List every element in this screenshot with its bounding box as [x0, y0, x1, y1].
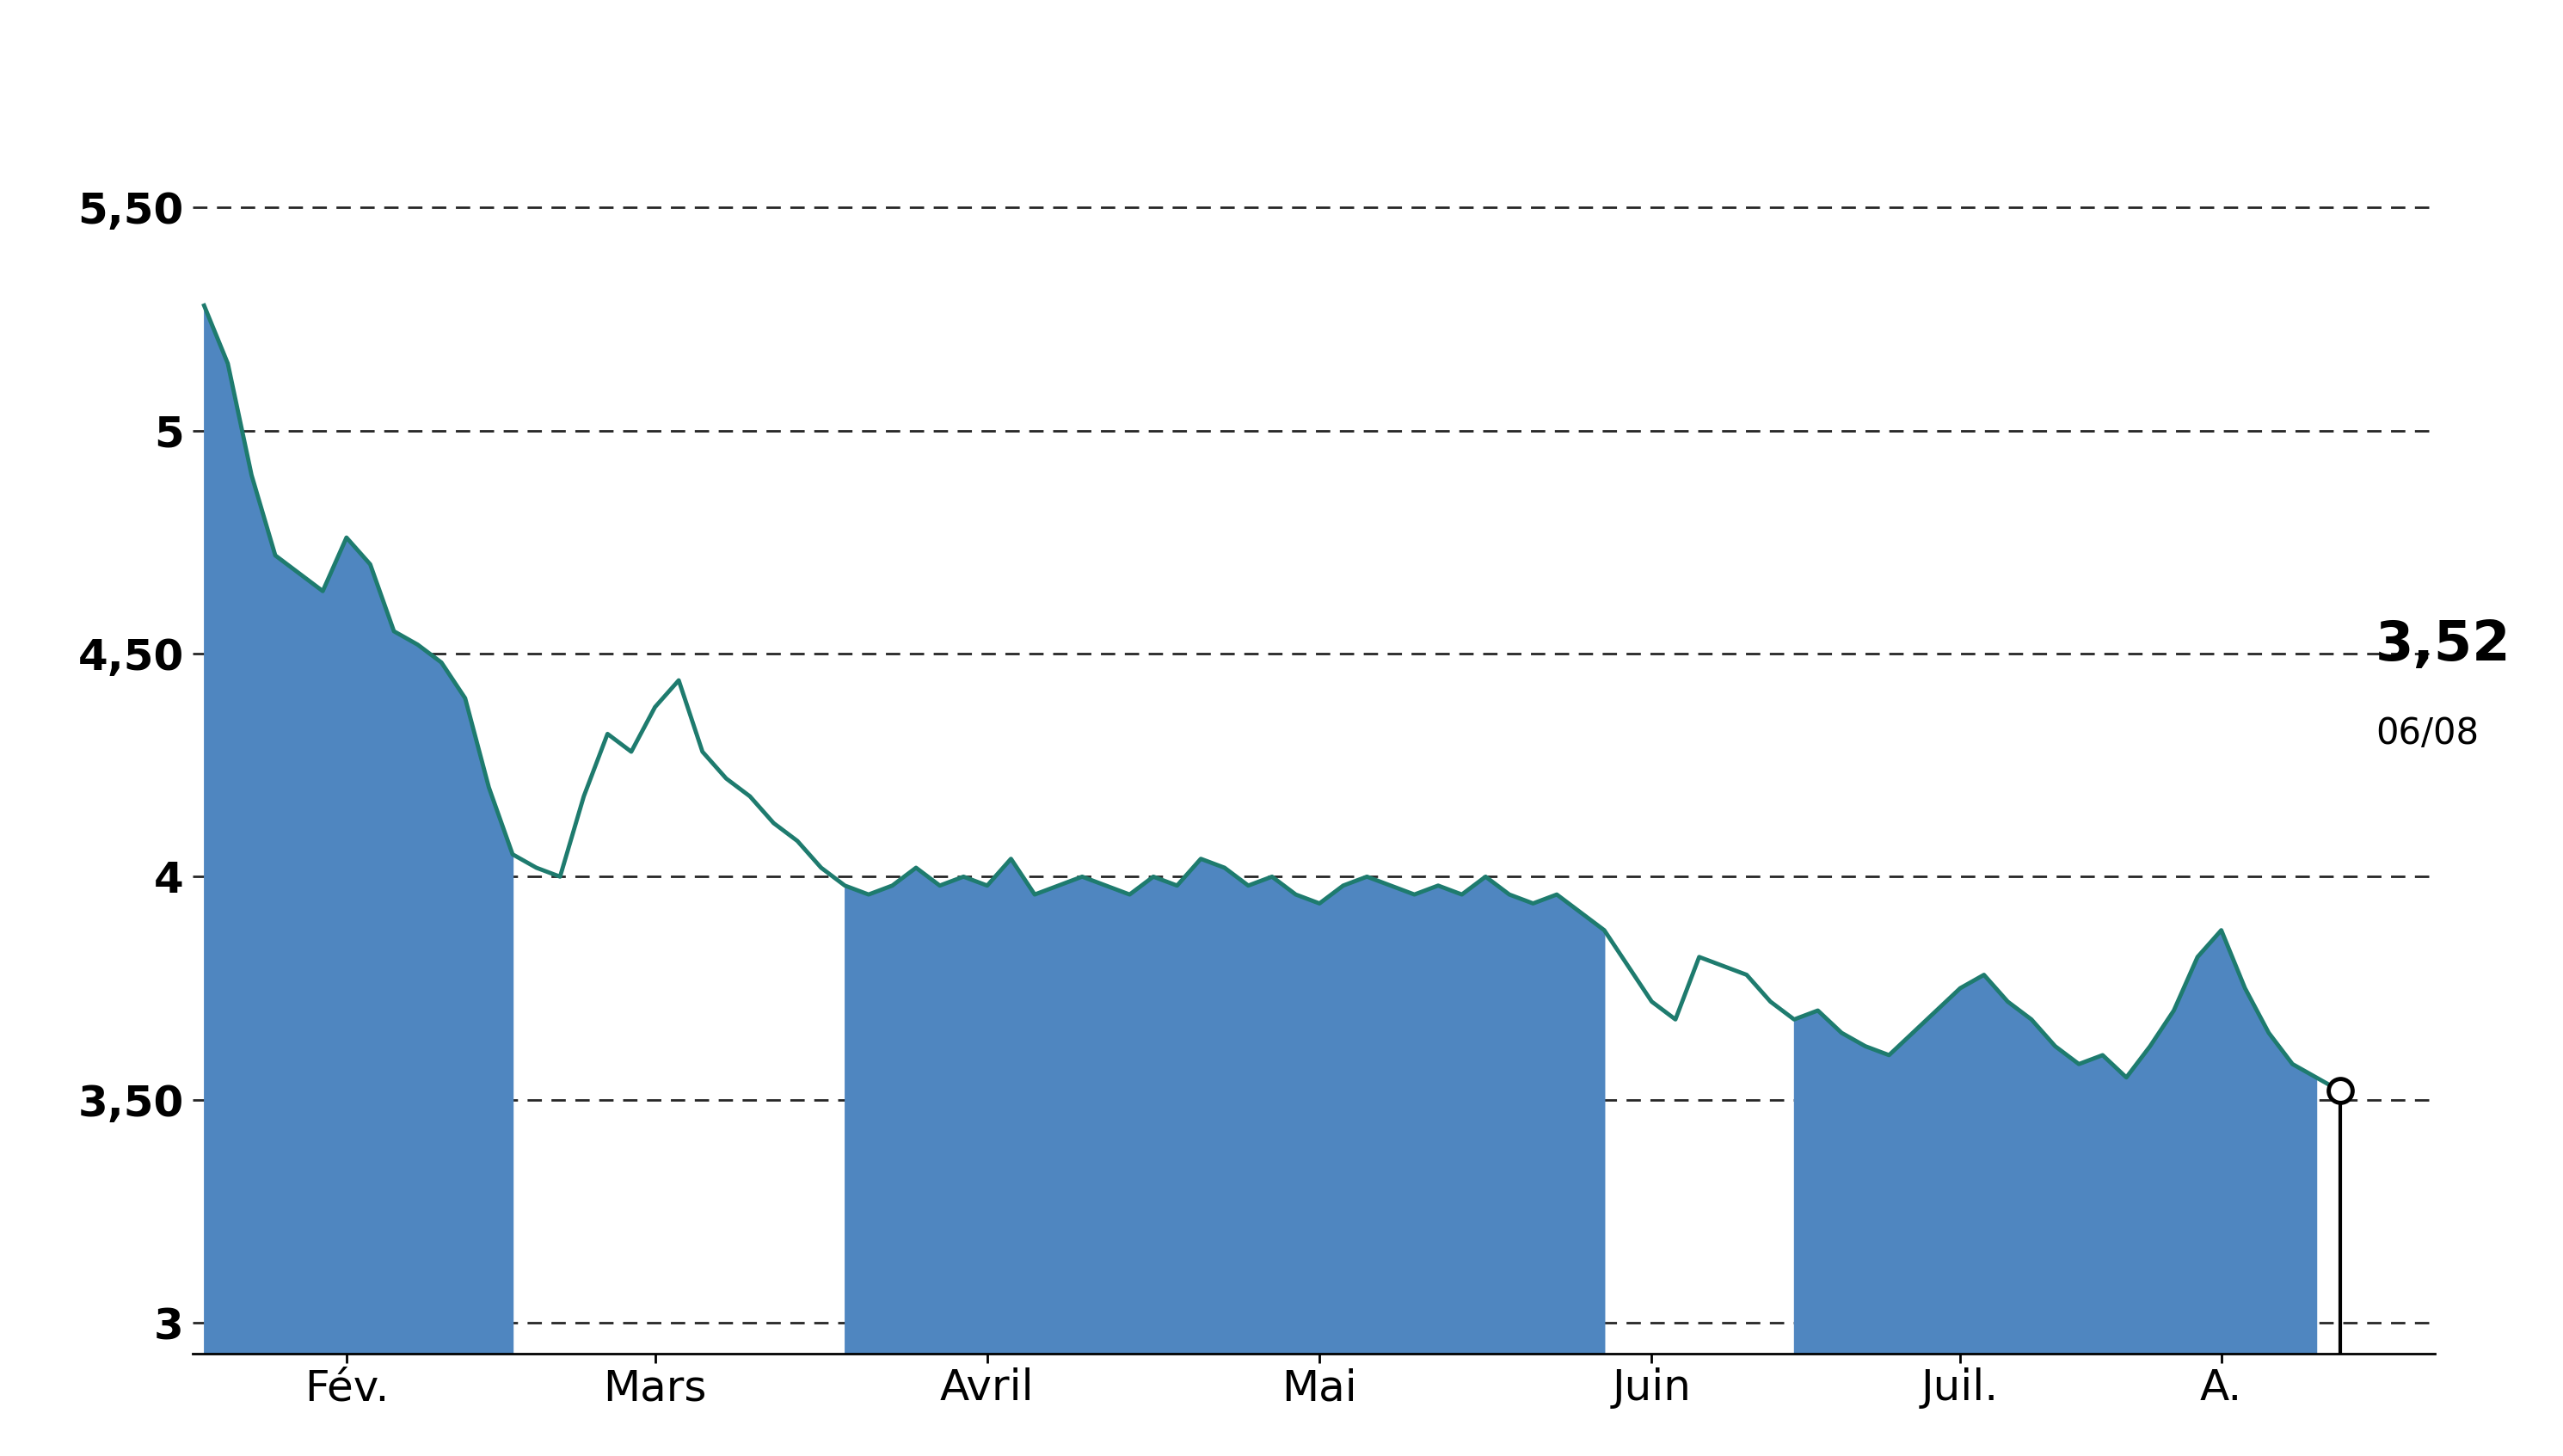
Text: InTiCa Systems SE: InTiCa Systems SE: [774, 1, 1789, 98]
Text: 06/08: 06/08: [2376, 716, 2478, 751]
Text: 3,52: 3,52: [2376, 617, 2512, 671]
